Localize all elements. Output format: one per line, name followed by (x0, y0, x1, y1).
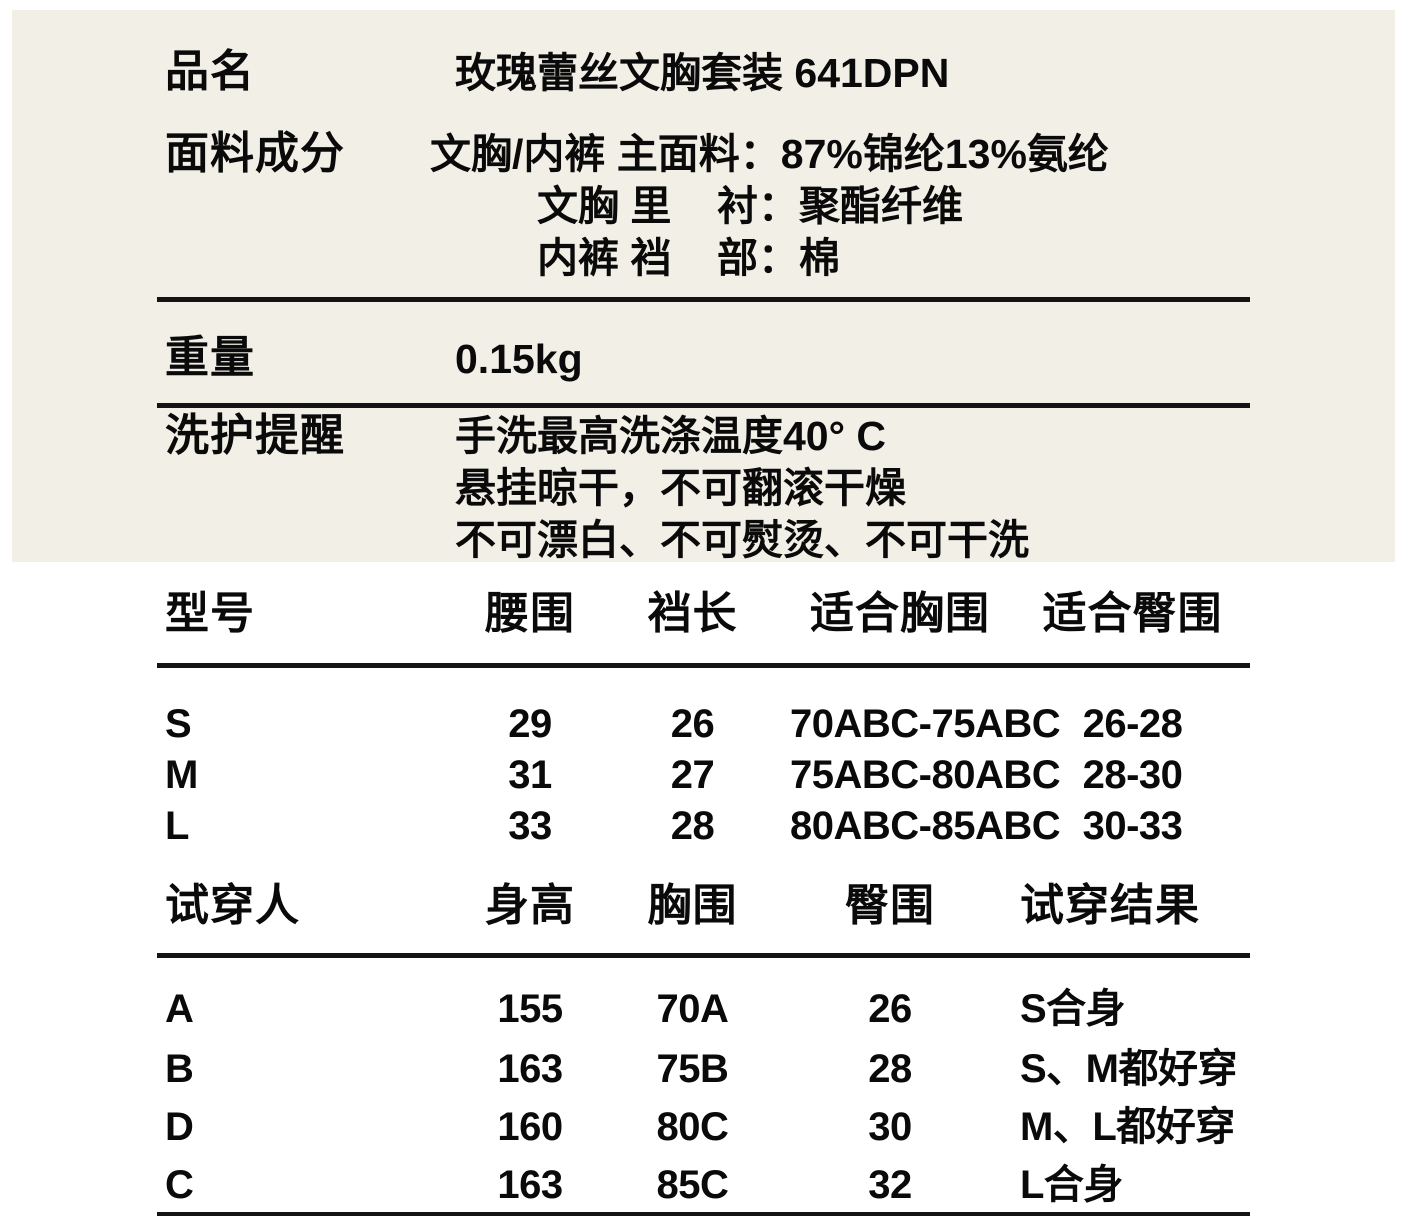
table-cell: L合身 (1020, 1163, 1123, 1207)
table-cell: S (165, 702, 192, 746)
header-cell: 臀围 (845, 881, 935, 930)
fit-table-header: 试穿人 身高 胸围 臀围 试穿结果 (165, 881, 1255, 932)
table-cell: 70A (656, 987, 729, 1031)
header-cell: 腰围 (485, 589, 575, 638)
table-cell: 28 (868, 1047, 912, 1091)
size-table-row: M 31 27 75ABC-80ABC 28-30 (165, 752, 1255, 798)
table-cell: 80C (656, 1105, 729, 1149)
table-cell: 70ABC-75ABC (790, 702, 1061, 746)
header-cell: 适合臀围 (1042, 589, 1223, 638)
table-cell: S、M都好穿 (1020, 1047, 1238, 1091)
table-cell: 155 (497, 987, 563, 1031)
table-cell: 163 (497, 1047, 563, 1091)
weight-value: 0.15kg (455, 336, 583, 382)
table-cell: 85C (656, 1163, 729, 1207)
header-cell: 试穿人 (165, 881, 300, 930)
header-cell: 裆长 (647, 589, 738, 638)
fit-table-row: A 155 70A 26 S合身 (165, 986, 1255, 1032)
fabric-label: 面料成分 (165, 129, 345, 178)
table-cell: C (165, 1163, 194, 1207)
care-label: 洗护提醒 (165, 411, 345, 460)
table-cell: M、L都好穿 (1020, 1105, 1235, 1149)
table-cell: 80ABC-85ABC (790, 804, 1061, 848)
header-cell: 试穿结果 (1020, 881, 1200, 930)
table-cell: 30 (868, 1105, 912, 1149)
fit-table-row: C 163 85C 32 L合身 (165, 1162, 1255, 1208)
table-cell: 26-28 (1082, 702, 1183, 746)
table-cell: 160 (497, 1105, 563, 1149)
fit-table-row: D 160 80C 30 M、L都好穿 (165, 1104, 1255, 1150)
table-cell: 28 (670, 804, 715, 848)
table-cell: 28-30 (1082, 753, 1183, 797)
header-cell: 身高 (485, 881, 575, 930)
care-line-2: 悬挂晾干，不可翻滚干燥 (455, 465, 906, 511)
size-table-row: L 33 28 80ABC-85ABC 30-33 (165, 803, 1255, 849)
table-cell: 29 (508, 702, 552, 746)
size-table-row: S 29 26 70ABC-75ABC 26-28 (165, 701, 1255, 747)
divider (157, 1212, 1250, 1216)
header-cell: 适合胸围 (810, 589, 990, 638)
table-cell: 30-33 (1082, 804, 1183, 848)
table-cell: 75ABC-80ABC (790, 753, 1061, 797)
fabric-line-1: 文胸/内裤 主面料：87%锦纶13%氨纶 (430, 131, 1109, 177)
table-cell: B (165, 1047, 194, 1091)
care-line-1: 手洗最高洗涤温度40° C (455, 413, 886, 459)
table-cell: 26 (670, 702, 715, 746)
divider (157, 663, 1250, 668)
table-cell: S合身 (1020, 987, 1126, 1031)
divider (157, 297, 1250, 302)
header-cell: 胸围 (647, 881, 738, 930)
divider (157, 953, 1250, 958)
header-cell: 型号 (165, 589, 255, 638)
table-cell: 163 (497, 1163, 563, 1207)
care-line-3: 不可漂白、不可熨烫、不可干洗 (455, 517, 1029, 563)
product-name-label: 品名 (165, 47, 255, 96)
table-cell: 31 (508, 753, 552, 797)
fit-table-row: B 163 75B 28 S、M都好穿 (165, 1046, 1255, 1092)
fabric-line-3: 内裤 裆 部：棉 (537, 235, 840, 281)
table-cell: 26 (868, 987, 912, 1031)
table-cell: 32 (868, 1163, 912, 1207)
table-cell: D (165, 1105, 194, 1149)
table-cell: 27 (670, 753, 715, 797)
size-table-header: 型号 腰围 裆长 适合胸围 适合臀围 (165, 589, 1255, 640)
table-cell: L (165, 804, 189, 848)
table-cell: A (165, 987, 194, 1031)
product-name-value: 玫瑰蕾丝文胸套装 641DPN (455, 50, 950, 96)
weight-label: 重量 (165, 333, 255, 382)
divider (157, 403, 1250, 408)
table-cell: 75B (656, 1047, 729, 1091)
table-cell: 33 (508, 804, 552, 848)
product-info-panel: 品名 玫瑰蕾丝文胸套装 641DPN 面料成分 文胸/内裤 主面料：87%锦纶1… (12, 10, 1395, 563)
table-cell: M (165, 753, 198, 797)
fabric-line-2: 文胸 里 衬：聚酯纤维 (537, 183, 963, 229)
